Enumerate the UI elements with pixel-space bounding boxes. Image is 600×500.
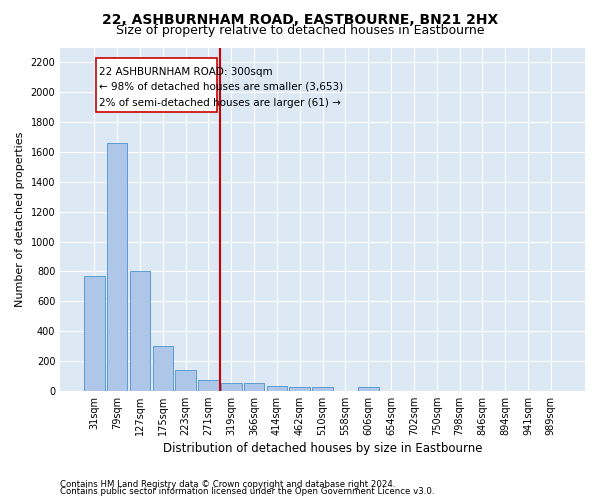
Bar — [84, 276, 104, 391]
Bar — [198, 380, 219, 391]
Bar — [152, 346, 173, 391]
Bar — [221, 382, 242, 391]
Text: Contains HM Land Registry data © Crown copyright and database right 2024.: Contains HM Land Registry data © Crown c… — [60, 480, 395, 489]
Text: 2% of semi-detached houses are larger (61) →: 2% of semi-detached houses are larger (6… — [99, 98, 341, 108]
Bar — [244, 384, 265, 391]
Text: ← 98% of detached houses are smaller (3,653): ← 98% of detached houses are smaller (3,… — [99, 82, 343, 92]
Text: Size of property relative to detached houses in Eastbourne: Size of property relative to detached ho… — [116, 24, 484, 37]
Bar — [358, 387, 379, 391]
Y-axis label: Number of detached properties: Number of detached properties — [15, 132, 25, 307]
Bar — [266, 386, 287, 391]
FancyBboxPatch shape — [96, 58, 217, 112]
Text: Contains public sector information licensed under the Open Government Licence v3: Contains public sector information licen… — [60, 487, 434, 496]
Bar — [130, 272, 150, 391]
Bar — [107, 143, 127, 391]
Text: 22 ASHBURNHAM ROAD: 300sqm: 22 ASHBURNHAM ROAD: 300sqm — [99, 67, 272, 77]
Bar — [313, 387, 333, 391]
Bar — [175, 370, 196, 391]
Bar — [289, 387, 310, 391]
Text: 22, ASHBURNHAM ROAD, EASTBOURNE, BN21 2HX: 22, ASHBURNHAM ROAD, EASTBOURNE, BN21 2H… — [102, 12, 498, 26]
X-axis label: Distribution of detached houses by size in Eastbourne: Distribution of detached houses by size … — [163, 442, 482, 455]
